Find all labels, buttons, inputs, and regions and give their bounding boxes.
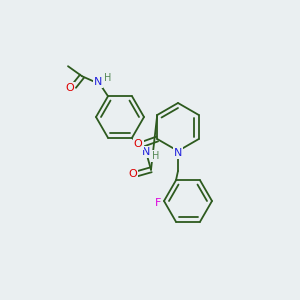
Text: N: N	[174, 148, 182, 158]
Text: O: O	[66, 83, 74, 93]
Text: F: F	[155, 198, 161, 208]
Text: N: N	[142, 147, 150, 157]
Text: N: N	[94, 77, 102, 87]
Text: H: H	[152, 151, 160, 161]
Text: H: H	[104, 73, 112, 83]
Text: O: O	[134, 139, 142, 149]
Text: O: O	[129, 169, 137, 179]
